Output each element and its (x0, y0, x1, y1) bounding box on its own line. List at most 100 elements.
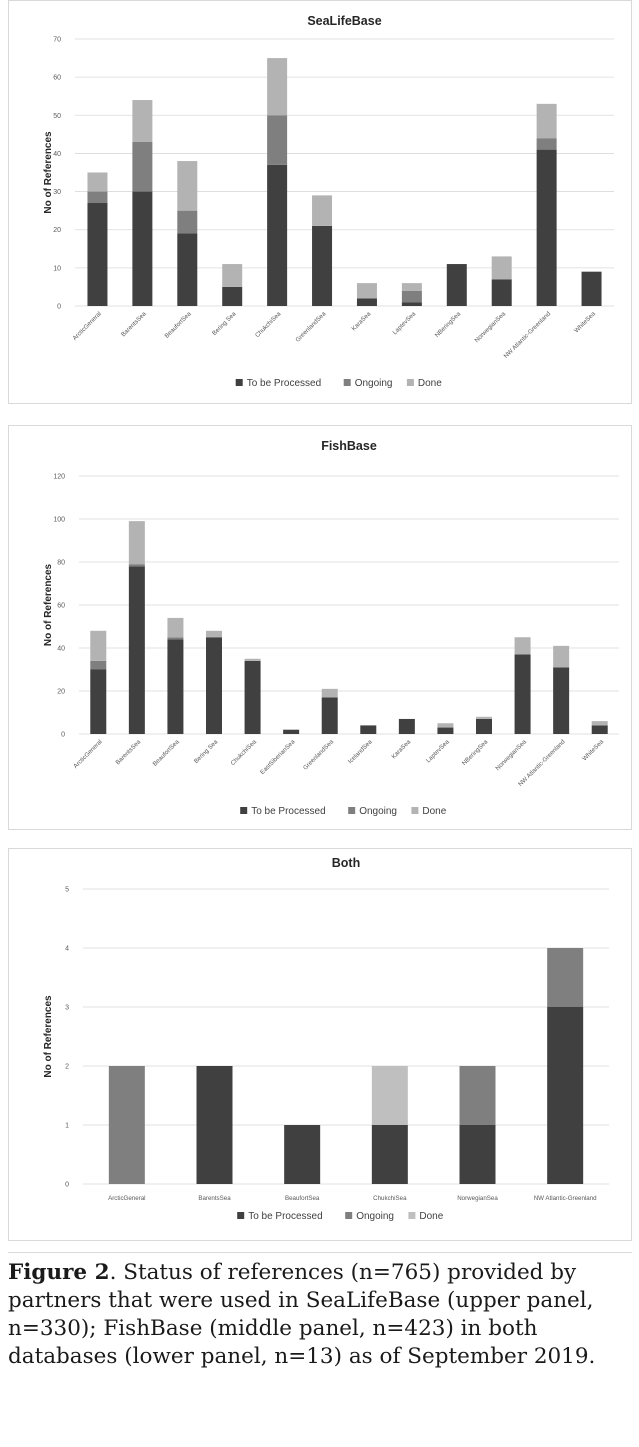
legend-swatch (411, 807, 419, 814)
y-tick-label: 0 (57, 304, 61, 311)
legend-label: Ongoing (356, 1211, 394, 1222)
legend-label: Ongoing (359, 806, 397, 817)
bar-ongoing (459, 1066, 496, 1125)
bar-to-be-processed (401, 302, 422, 306)
y-tick-label: 60 (53, 75, 61, 82)
x-tick-label: NW Atlantic-Greenland (534, 1195, 597, 1202)
legend-swatch (345, 1212, 353, 1219)
bar-done (90, 630, 107, 661)
bar-to-be-processed (167, 639, 184, 734)
bar-to-be-processed (177, 233, 198, 306)
chart-title: Both (332, 856, 360, 870)
legend-label: Done (422, 806, 446, 817)
bar-done (132, 100, 153, 142)
bar-done (491, 256, 512, 280)
legend-label: To be Processed (251, 806, 326, 817)
bar-to-be-processed (222, 286, 243, 306)
y-axis-label: No of References (43, 131, 54, 214)
bar-done (591, 721, 608, 726)
bar-to-be-processed (196, 1066, 233, 1184)
x-tick-label: ChukchiSea (373, 1195, 407, 1202)
x-tick-label: NorwegianSea (457, 1195, 498, 1202)
x-tick-label: WhiteSea (581, 738, 605, 762)
x-tick-label: BarentsSea (198, 1195, 231, 1202)
bar-to-be-processed (536, 149, 557, 306)
x-tick-label: BeaufortSea (163, 310, 193, 340)
chart-panel-fishbase: FishBase No of References 0 20 40 60 80 100 120 A… (8, 425, 632, 830)
bar-to-be-processed (267, 164, 288, 306)
bar-to-be-processed (491, 279, 512, 306)
y-tick-label: 5 (65, 887, 69, 894)
bar-done (371, 1066, 408, 1125)
bar-to-be-processed (581, 271, 602, 306)
chart-panel-both: Both No of References 0 1 2 3 4 5 ArcticGeneral B… (8, 848, 632, 1241)
y-tick-label: 2 (65, 1064, 69, 1071)
y-tick-label: 3 (65, 1005, 69, 1012)
chart-fishbase: FishBase No of References 0 20 40 60 80 100 120 A… (43, 439, 619, 817)
x-tick-label: Bering Sea (211, 310, 238, 337)
legend-swatch (408, 1212, 416, 1219)
bar-done (128, 521, 145, 565)
bar-to-be-processed (283, 729, 300, 734)
legend-label: To be Processed (248, 1211, 323, 1222)
bar-to-be-processed (446, 264, 467, 306)
x-tick-label: GreenlandSea (294, 310, 328, 344)
legend-label: Done (419, 1211, 443, 1222)
y-tick-label: 100 (53, 517, 65, 524)
bar-done (206, 630, 222, 638)
bar-to-be-processed (437, 727, 454, 734)
y-tick-label: 50 (53, 113, 61, 120)
bar-to-be-processed (90, 669, 107, 734)
bar-done (222, 264, 243, 287)
y-axis-label: No of References (43, 995, 54, 1078)
y-tick-label: 40 (57, 646, 65, 653)
y-tick-label: 30 (53, 189, 61, 196)
y-tick-label: 4 (65, 946, 69, 953)
x-tick-label: NorwegianSea (473, 310, 507, 344)
bar-to-be-processed (312, 225, 333, 306)
bar-to-be-processed (321, 697, 338, 734)
chart-title: FishBase (321, 439, 377, 453)
x-tick-label: BarentsSea (114, 738, 142, 766)
legend-swatch (240, 807, 248, 814)
x-tick-label: NW Atlantic-Greenland (503, 310, 553, 360)
bar-done (312, 195, 333, 226)
bar-done (514, 637, 531, 655)
legend-label: Ongoing (355, 378, 393, 389)
y-tick-label: 40 (53, 151, 61, 158)
bar-ongoing (536, 138, 557, 150)
bar-to-be-processed (206, 637, 222, 734)
figure-caption: Figure 2. Status of references (n=765) p… (8, 1252, 632, 1371)
bar-ongoing (132, 141, 153, 192)
bar-done (267, 58, 288, 116)
x-tick-label: ChukchiSea (254, 310, 283, 339)
bar-to-be-processed (514, 654, 531, 734)
bar-done (553, 645, 570, 668)
bar-done (167, 617, 184, 638)
bar-ongoing (167, 637, 184, 640)
x-tick-label: KaraSea (350, 310, 372, 332)
y-tick-label: 10 (53, 265, 61, 272)
x-tick-label: BeaufortSea (152, 738, 182, 768)
bar-ongoing (87, 191, 108, 204)
y-axis-label: No of References (43, 563, 54, 646)
y-tick-label: 20 (57, 689, 65, 696)
chart-title: SeaLifeBase (307, 14, 381, 28)
legend-swatch (343, 379, 351, 386)
bar-to-be-processed (398, 718, 415, 734)
x-tick-label: BarentsSea (120, 310, 148, 338)
bar-done (87, 172, 108, 192)
bar-done (244, 658, 261, 661)
bar-done (177, 161, 198, 211)
legend-swatch (348, 807, 356, 814)
x-tick-label: ArcticGeneral (108, 1195, 145, 1202)
x-tick-label: LaptevSea (425, 738, 451, 764)
legend-label: To be Processed (247, 378, 322, 389)
legend-swatch (235, 379, 243, 386)
legend-label: Done (418, 378, 442, 389)
x-tick-label: IcelandSea (347, 738, 374, 765)
y-tick-label: 0 (61, 732, 65, 739)
bar-done (356, 283, 377, 299)
x-tick-label: ArcticGeneral (71, 310, 102, 341)
legend-swatch (237, 1212, 245, 1219)
